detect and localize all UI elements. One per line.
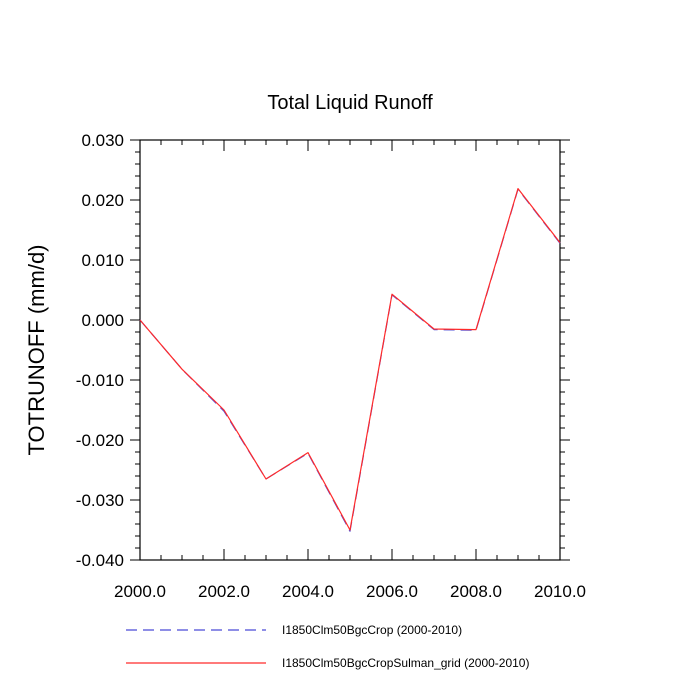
legend: I1850Clm50BgcCrop (2000-2010) I1850Clm50B… [126, 623, 529, 670]
series-lines [139, 188, 561, 532]
y-tick-label: -0.040 [76, 551, 124, 570]
x-tick-label: 2002.0 [198, 582, 250, 601]
y-tick-label: 0.030 [81, 131, 124, 150]
plot-frame [139, 139, 561, 561]
y-tick-label: -0.010 [76, 371, 124, 390]
chart-title: Total Liquid Runoff [267, 92, 433, 114]
y-tick-label: 0.010 [81, 251, 124, 270]
y-tick-label: -0.020 [76, 431, 124, 450]
y-tick-label: 0.000 [81, 311, 124, 330]
y-tick-label: -0.030 [76, 491, 124, 510]
series-line-1 [139, 188, 561, 532]
x-tick-label: 2010.0 [534, 582, 586, 601]
x-tick-label: 2004.0 [282, 582, 334, 601]
y-tick-label: 0.020 [81, 191, 124, 210]
axis-ticks [130, 139, 570, 561]
y-axis-label: TOTRUNOFF (mm/d) [24, 244, 49, 455]
axis-tick-labels: 2000.0 2002.0 2004.0 2006.0 2008.0 2010.0 -0.0… [76, 131, 586, 601]
x-tick-label: 2006.0 [366, 582, 418, 601]
x-tick-label: 2008.0 [450, 582, 502, 601]
x-tick-label: 2000.0 [114, 582, 166, 601]
legend-label-2: I1850Clm50BgcCropSulman_grid (2000-2010) [282, 656, 529, 670]
legend-label-1: I1850Clm50BgcCrop (2000-2010) [282, 623, 462, 637]
series-line-2 [139, 188, 561, 531]
